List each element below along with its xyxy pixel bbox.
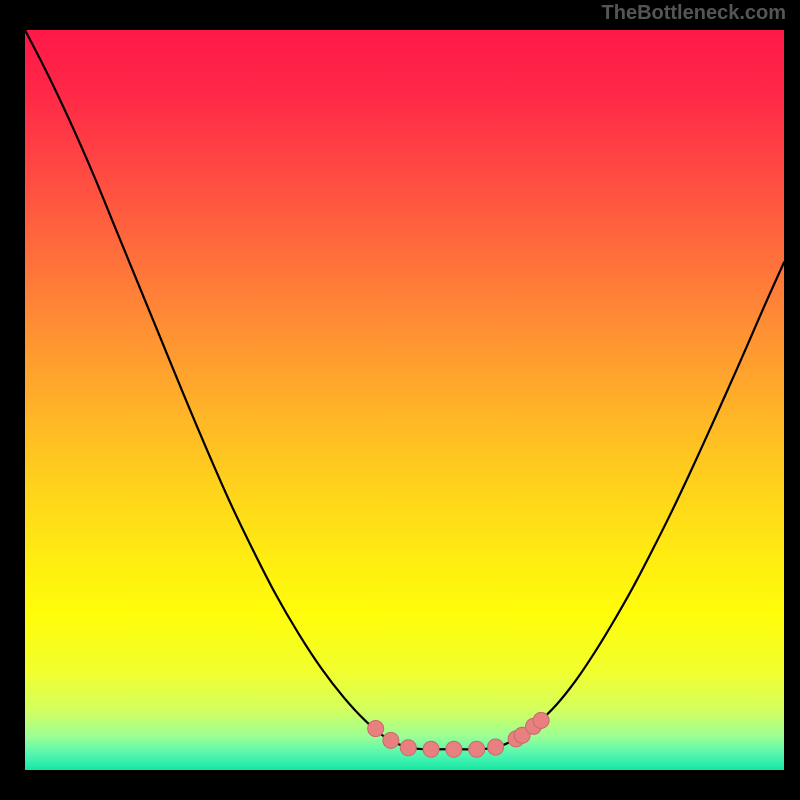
border-bottom	[0, 770, 800, 800]
watermark-text: TheBottleneck.com	[602, 2, 786, 25]
border-left	[0, 0, 25, 800]
bottleneck-curve	[25, 30, 784, 750]
curve-layer	[25, 30, 784, 770]
marker-point	[383, 732, 399, 748]
marker-point	[488, 739, 504, 755]
marker-point	[469, 741, 485, 757]
marker-point	[400, 740, 416, 756]
marker-point	[533, 712, 549, 728]
marker-point	[446, 741, 462, 757]
marker-point	[368, 721, 384, 737]
marker-point	[423, 741, 439, 757]
plot-area	[25, 30, 784, 770]
border-right	[784, 0, 800, 800]
